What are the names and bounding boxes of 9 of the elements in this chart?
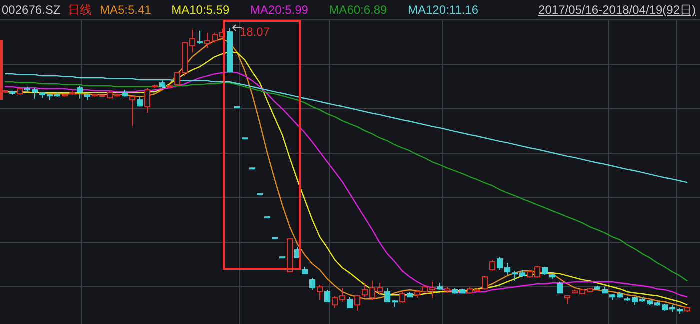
- annotation: 18.07: [240, 25, 270, 39]
- chart-subtitle: 2017/05/16-2018/04/19(92日): [538, 3, 696, 17]
- text: MA20:5.99: [250, 3, 309, 17]
- chart-title: 002676.SZ: [2, 3, 61, 17]
- text: 日线: [68, 3, 92, 17]
- text: MA60:6.89: [329, 3, 388, 17]
- text: MA120:11.16: [408, 3, 479, 17]
- text: MA5:5.41: [100, 3, 152, 17]
- text: MA10:5.59: [172, 3, 230, 17]
